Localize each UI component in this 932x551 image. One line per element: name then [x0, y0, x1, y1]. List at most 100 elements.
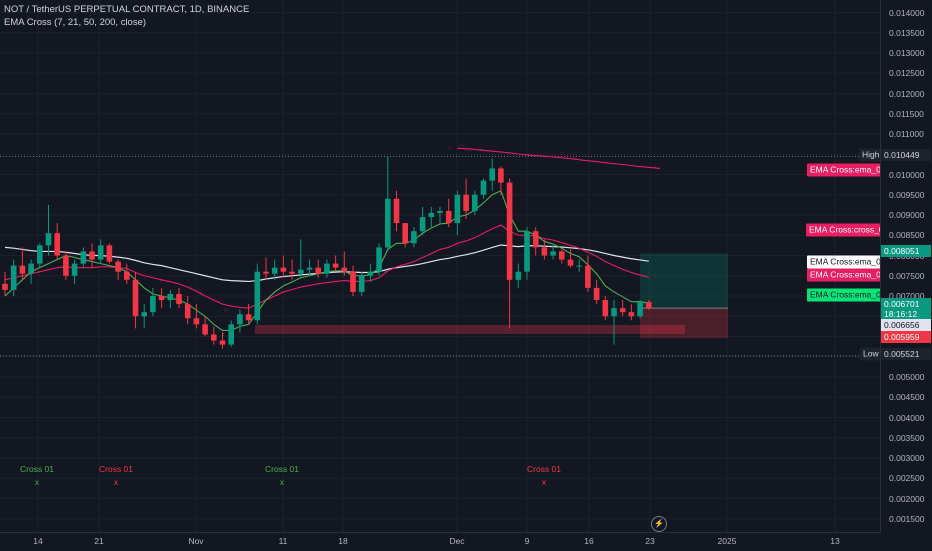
candle-body [332, 263, 339, 268]
candle-body [106, 245, 113, 262]
candle [646, 300, 652, 311]
candle-body [298, 269, 304, 274]
candle-body [480, 180, 487, 195]
candle [237, 310, 243, 333]
candle [506, 178, 513, 329]
time-tick: Nov [188, 536, 204, 546]
candle-body [280, 267, 287, 272]
price-tick: 0.007500 [889, 270, 925, 281]
candle [124, 263, 130, 284]
price-tick: 0.013000 [889, 48, 925, 58]
candle [193, 304, 200, 329]
price-tick: 0.003000 [889, 453, 925, 463]
candle [54, 223, 60, 260]
candle-body [498, 168, 504, 183]
candle-body [506, 182, 513, 280]
candle-body [646, 302, 652, 309]
price-tick: 0.007000 [889, 291, 925, 301]
price-tick: 0.001500 [889, 513, 925, 524]
candle [376, 243, 382, 276]
candle-body [28, 263, 34, 274]
cross01-tag: EMA Cross:cross_01 [806, 223, 880, 237]
candle-body [602, 300, 609, 317]
ema01-tag: EMA Cross:ema_01 [807, 288, 880, 302]
candle-body [184, 304, 191, 319]
cross-signal-marker: x [34, 477, 40, 487]
ema04-tag: EMA Cross:ema_04 [807, 163, 880, 177]
candle [184, 296, 191, 325]
candle [576, 259, 582, 272]
price-tick: 0.003500 [889, 432, 925, 443]
candle [89, 243, 95, 268]
candle-body [124, 271, 130, 280]
candle [263, 257, 269, 280]
candle [45, 204, 52, 256]
candle [115, 259, 121, 280]
symbol-title[interactable]: NOT / TetherUS PERPETUAL CONTRACT, 1D, B… [4, 4, 250, 15]
candle [419, 206, 426, 236]
candle-body [211, 334, 217, 341]
price-chart[interactable] [0, 0, 880, 532]
candle-body [19, 265, 26, 274]
candle [132, 271, 139, 329]
candle [254, 263, 261, 325]
candle-body [524, 231, 530, 272]
candle [315, 259, 321, 278]
candle-body [611, 308, 617, 317]
candle-body [254, 271, 261, 321]
cross-signal-marker: x [541, 477, 547, 487]
candle-body [463, 194, 469, 211]
countdown: 18:16:12 [881, 308, 931, 320]
candle [158, 287, 165, 309]
candles [2, 156, 652, 349]
chart-area[interactable]: NOT / TetherUS PERPETUAL CONTRACT, 1D, B… [0, 0, 880, 532]
time-tick: 13 [830, 536, 840, 546]
candle-body [167, 293, 174, 301]
candle-body [150, 296, 156, 313]
candle [619, 300, 626, 317]
candle-body [411, 231, 417, 244]
price-scale[interactable]: 0.014000 0.013500 0.013000 0.012500 0.012000… [880, 0, 932, 532]
candle-body [63, 255, 69, 276]
candle-body [454, 194, 461, 224]
time-scale[interactable]: 14 21 Nov 11 18 Dec 9 16 23 2025 13 [0, 532, 880, 551]
candle-body [567, 259, 574, 266]
price-tick: 0.011000 [889, 129, 924, 139]
price-tick: 0.011500 [889, 108, 924, 119]
price-tick: 0.004500 [889, 392, 925, 403]
position-zones [255, 253, 728, 339]
candle-body [550, 251, 556, 256]
cross-signal-label: Cross 01 [98, 464, 134, 474]
candle-body [559, 251, 565, 260]
candle-body [541, 247, 548, 256]
candle-body [10, 265, 17, 290]
high-value: 0.010449 [881, 149, 931, 161]
time-tick: 11 [278, 536, 288, 546]
candle-body [97, 245, 104, 260]
price-tick: 0.009500 [889, 189, 925, 200]
candle-body [306, 267, 313, 270]
loss-zone [640, 308, 728, 339]
candle-body [2, 283, 8, 290]
candle [454, 190, 461, 236]
candle [298, 239, 304, 278]
candle-body [472, 194, 478, 211]
scroll-to-latest-icon[interactable]: ⚡ [651, 516, 667, 532]
indicator-title[interactable]: EMA Cross (7, 21, 50, 200, close) [4, 17, 147, 28]
candle [202, 316, 208, 337]
candle [550, 243, 556, 260]
cross-signal-label: Cross 01 [264, 464, 300, 474]
candle-body [445, 210, 452, 224]
candle-body [89, 251, 95, 260]
ema-value: 0.006656 [881, 319, 931, 331]
candle-body [228, 324, 234, 345]
candle-body [593, 287, 600, 301]
candle-body [115, 261, 121, 272]
time-tick: Dec [449, 536, 465, 546]
ema200-line [456, 147, 661, 169]
price-tick: 0.004000 [889, 412, 925, 423]
candle-body [532, 231, 539, 248]
candle [358, 271, 365, 296]
candle [176, 287, 182, 309]
candle [637, 300, 643, 319]
